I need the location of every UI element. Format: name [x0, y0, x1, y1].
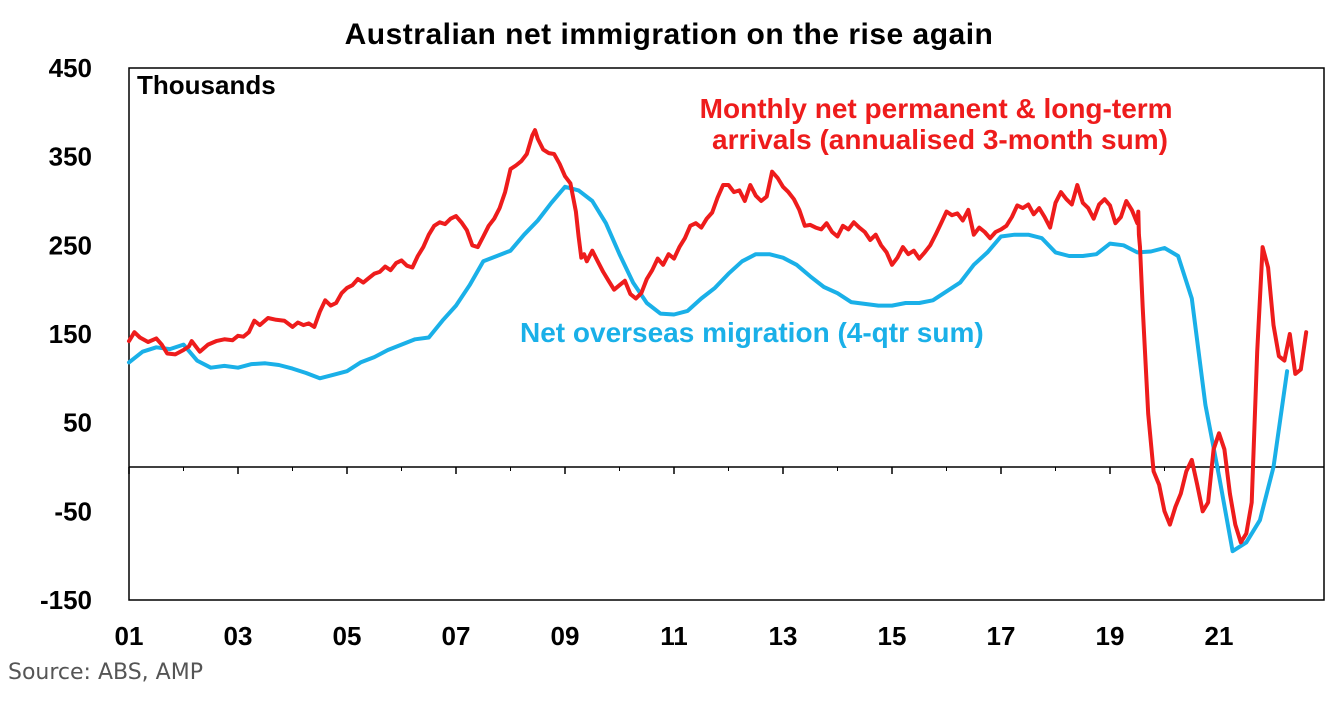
y-axis-unit-label: Thousands — [137, 70, 276, 100]
nom-series-annotation: Net overseas migration (4-qtr sum) — [520, 317, 984, 348]
monthly-net-arrivals-line — [127, 128, 1309, 545]
x-tick-label: 07 — [442, 621, 471, 651]
series-layer — [127, 128, 1309, 554]
monthly-annotation-line-1: Monthly net permanent & long-term — [700, 93, 1173, 124]
y-tick-label: 150 — [49, 319, 92, 349]
monthly-annotation-line-2: arrivals (annualised 3-month sum) — [712, 124, 1168, 155]
plot-area — [128, 67, 1325, 601]
y-tick-label: -150 — [40, 585, 92, 615]
y-tick-label: -50 — [54, 496, 92, 526]
x-tick-label: 19 — [1096, 621, 1125, 651]
x-tick-label: 01 — [115, 621, 144, 651]
y-tick-label: 450 — [49, 53, 92, 83]
x-tick-label: 05 — [333, 621, 362, 651]
x-tick-label: 17 — [987, 621, 1016, 651]
x-tick-label: 13 — [769, 621, 798, 651]
x-tick-label: 11 — [660, 621, 688, 651]
net-overseas-migration-line — [127, 184, 1290, 554]
y-tick-label: 50 — [63, 408, 92, 438]
chart-title: Australian net immigration on the rise a… — [344, 18, 994, 51]
monthly-series-annotation: Monthly net permanent & long-term arriva… — [700, 93, 1181, 155]
x-tick-label: 15 — [878, 621, 907, 651]
y-axis-ticks: 450 350 250 150 50 -50 -150 — [40, 53, 92, 615]
y-tick-label: 250 — [49, 230, 92, 260]
x-tick-label: 09 — [551, 621, 580, 651]
y-tick-label: 350 — [49, 142, 92, 172]
x-tick-label: 21 — [1205, 621, 1234, 651]
x-axis-ticks: 01 03 05 07 09 11 13 15 17 19 21 — [115, 467, 1274, 651]
x-tick-label: 03 — [224, 621, 253, 651]
source-note: Source: ABS, AMP — [8, 660, 203, 685]
